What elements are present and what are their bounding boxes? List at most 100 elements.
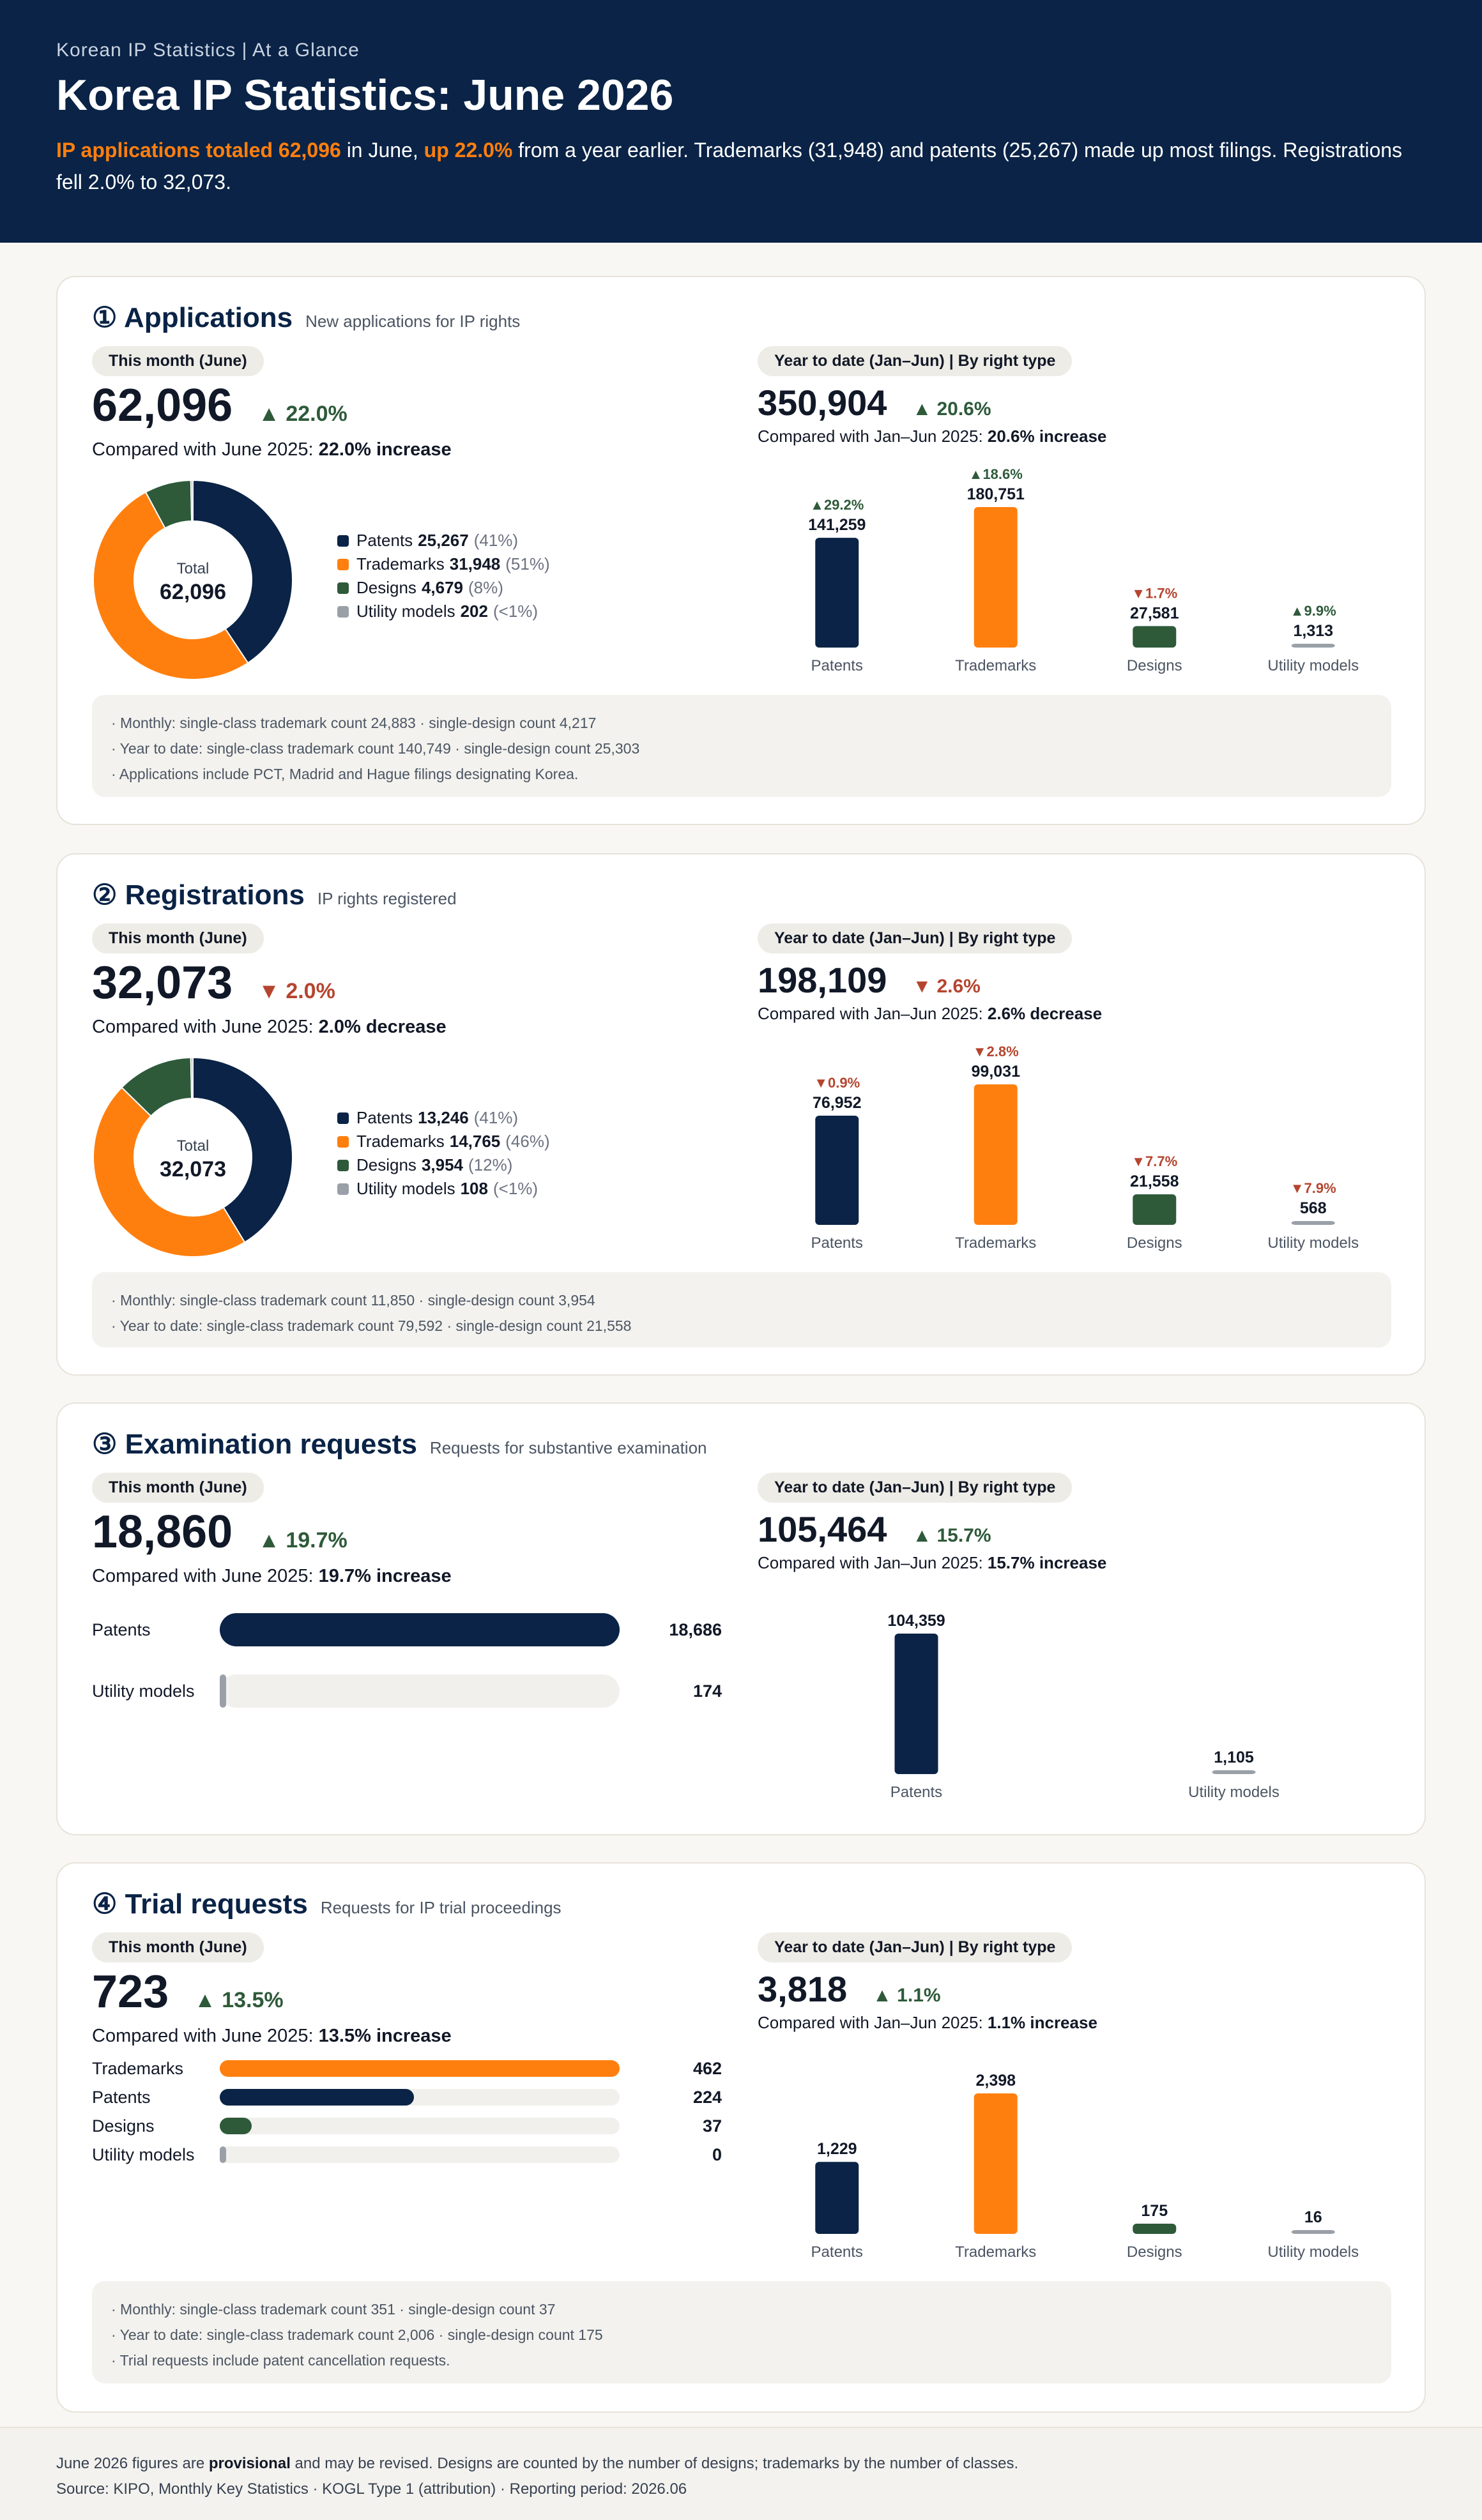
registrations-notes: · Monthly: single-class trademark count … (92, 1272, 1391, 1347)
bar-designs (1133, 1194, 1176, 1225)
patents-swatch (337, 535, 349, 547)
bar-label-trademarks: Trademarks (955, 657, 1036, 674)
legend-name: Patents (356, 1106, 413, 1130)
legend-value: 3,954 (422, 1153, 463, 1177)
examination-ytd-change: ▲ 15.7% (912, 1525, 991, 1547)
bar-value-utility-models: 1,105 (1214, 1749, 1254, 1766)
legend-value: 14,765 (450, 1130, 501, 1153)
applications-notes: · Monthly: single-class trademark count … (92, 695, 1391, 797)
lede-highlight-1: IP applications totaled 62,096 (56, 139, 341, 162)
trials-month-value: 723 (92, 1966, 169, 2018)
ytd-pill: Year to date (Jan–Jun) | By right type (758, 1473, 1072, 1503)
hbar-label-utility-models: Utility models (92, 2145, 195, 2165)
legend-pct: (<1%) (493, 1177, 538, 1201)
month-pill: This month (June) (92, 1473, 264, 1503)
legend-pct: (12%) (468, 1153, 512, 1177)
examination-month-change: ▲ 19.7% (258, 1528, 348, 1553)
bar-change-utility-models: ▲9.9% (1290, 603, 1336, 619)
trials-subtitle: Requests for IP trial proceedings (321, 1898, 561, 1918)
month-pill: This month (June) (92, 923, 264, 953)
registrations-ytd-change: ▼ 2.6% (912, 976, 980, 998)
compare-value: 1.1% increase (988, 2013, 1097, 2032)
legend-pct: (8%) (468, 576, 503, 600)
registrations-ytd-chart: 76,952▼0.9%Patents99,031▼2.8%Trademarks2… (758, 1038, 1393, 1256)
hbar-value-trademarks: 462 (632, 2059, 722, 2079)
legend-value: 31,948 (450, 552, 501, 576)
bar-patents (815, 538, 859, 648)
examination-card: ③ Examination requests Requests for subs… (56, 1402, 1426, 1835)
note-line: · Trial requests include patent cancella… (111, 2348, 1372, 2373)
registrations-month-change: ▼ 2.0% (258, 979, 335, 1004)
note-line: · Applications include PCT, Madrid and H… (111, 761, 1372, 787)
applications-ytd-compare: Compared with Jan–Jun 2025: 20.6% increa… (758, 427, 1106, 446)
bar-change-designs: ▼1.7% (1131, 585, 1177, 601)
hbar-fill-patents (220, 1613, 620, 1646)
compare-prefix: Compared with Jan–Jun 2025: (758, 2013, 988, 2032)
bar-value-designs: 27,581 (1130, 604, 1179, 622)
page-title: Korea IP Statistics: June 2026 (56, 70, 1426, 120)
donut-slice-utility-models (191, 480, 193, 521)
compare-prefix: Compared with June 2025: (92, 1017, 319, 1037)
bar-change-trademarks: ▲18.6% (969, 466, 1023, 482)
designs-swatch (337, 1160, 349, 1171)
legend-value: 108 (461, 1177, 488, 1201)
note-line: · Monthly: single-class trademark count … (111, 710, 1372, 736)
hbar-track-patents (220, 1613, 620, 1646)
bar-label-designs: Designs (1127, 657, 1182, 674)
bar-label-trademarks: Trademarks (955, 2243, 1036, 2261)
hbar-value-utility-models: 0 (632, 2145, 722, 2165)
legend-name: Utility models (356, 1177, 455, 1201)
footer-text: June 2026 figures are (56, 2455, 209, 2472)
examination-ytd-figure: 105,464 ▲ 15.7% (758, 1508, 991, 1550)
compare-value: 2.0% decrease (319, 1017, 447, 1037)
hbar-track-patents (220, 2089, 620, 2106)
lede-highlight-2: up 22.0% (424, 139, 513, 162)
trials-ytd-compare: Compared with Jan–Jun 2025: 1.1% increas… (758, 2013, 1097, 2033)
bar-label-patents: Patents (811, 1234, 863, 1252)
bar-value-trademarks: 2,398 (975, 2072, 1016, 2090)
compare-prefix: Compared with June 2025: (92, 2026, 319, 2046)
bar-change-utility-models: ▼7.9% (1290, 1180, 1336, 1196)
trials-ytd-change: ▲ 1.1% (873, 1985, 940, 2007)
legend-item-utility-models: Utility models202(<1%) (337, 600, 550, 623)
bar-value-designs: 175 (1141, 2202, 1168, 2220)
bar-patents (815, 2162, 859, 2234)
donut-total-label: Total (177, 1137, 210, 1155)
applications-month-figure: 62,096 ▲ 22.0% (92, 379, 348, 432)
page-footer: June 2026 figures are provisional and ma… (0, 2427, 1482, 2520)
applications-ytd-value: 350,904 (758, 382, 887, 423)
examination-ytd-value: 105,464 (758, 1508, 887, 1550)
trials-ytd-value: 3,818 (758, 1968, 847, 2010)
bar-utility-models (1292, 1221, 1335, 1225)
hbar-label-designs: Designs (92, 2116, 155, 2136)
note-line: · Year to date: single-class trademark c… (111, 1313, 1372, 1339)
applications-ytd-chart: 141,259▲29.2%Patents180,751▲18.6%Tradema… (758, 461, 1393, 678)
ytd-pill: Year to date (Jan–Jun) | By right type (758, 1932, 1072, 1962)
registrations-donut: Total32,073 (92, 1056, 294, 1258)
trials-title: ④ Trial requests (92, 1888, 308, 1920)
hbar-fill-utility-models (220, 2146, 226, 2163)
bar-trademarks (974, 507, 1018, 648)
utility-swatch (337, 606, 349, 618)
legend-pct: (41%) (474, 529, 518, 552)
bar-change-trademarks: ▼2.8% (973, 1044, 1019, 1059)
ytd-pill: Year to date (Jan–Jun) | By right type (758, 346, 1072, 376)
registrations-ytd-figure: 198,109 ▼ 2.6% (758, 959, 981, 1001)
examination-title: ③ Examination requests (92, 1428, 417, 1461)
applications-title-row: ① Applications New applications for IP r… (92, 301, 520, 334)
trials-month-compare: Compared with June 2025: 13.5% increase (92, 2026, 452, 2047)
applications-month-change: ▲ 22.0% (258, 402, 348, 427)
bar-change-patents: ▼0.9% (814, 1075, 860, 1091)
legend-value: 13,246 (418, 1106, 469, 1130)
registrations-card: ② Registrations IP rights registered Thi… (56, 853, 1426, 1376)
bar-value-trademarks: 99,031 (972, 1063, 1021, 1081)
legend-item-trademarks: Trademarks14,765(46%) (337, 1130, 550, 1153)
legend-name: Trademarks (356, 1130, 445, 1153)
hbar-value-utility-models: 174 (632, 1681, 722, 1701)
footer-source: Source: KIPO, Monthly Key Statistics · K… (56, 2477, 1426, 2502)
trials-notes: · Monthly: single-class trademark count … (92, 2281, 1391, 2383)
examination-ytd-chart: 104,359Patents1,105Utility models (758, 1588, 1393, 1805)
bar-patents (815, 1116, 859, 1225)
bar-trademarks (974, 1084, 1018, 1225)
registrations-month-value: 32,073 (92, 957, 233, 1009)
